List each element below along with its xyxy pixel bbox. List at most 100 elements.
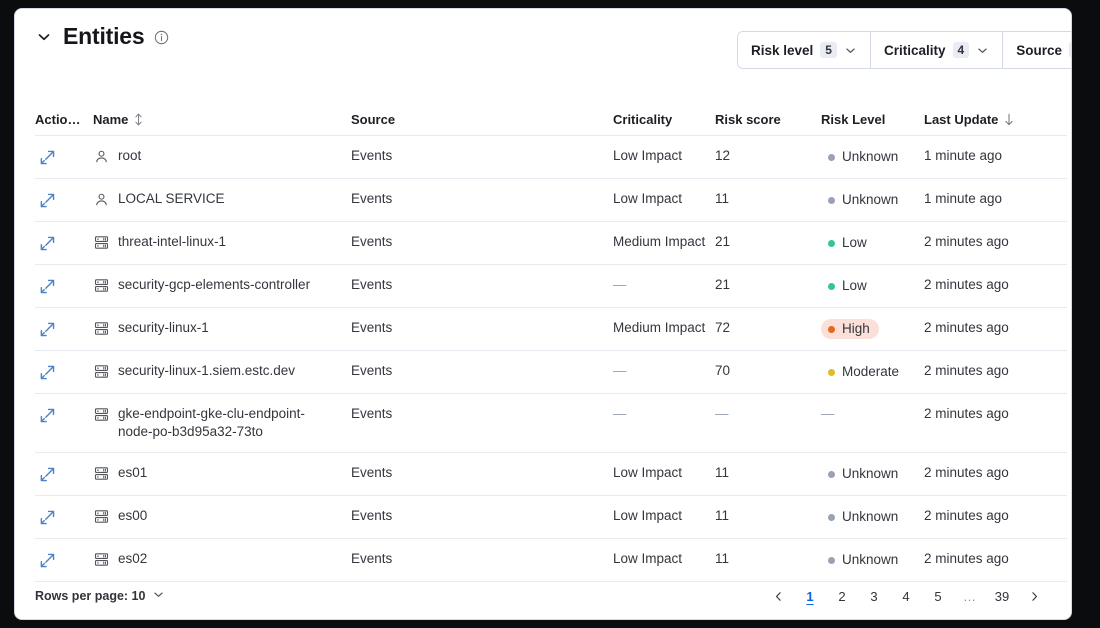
risk-level-value: — <box>821 406 835 421</box>
column-header-risk-level: Risk Level <box>821 112 924 127</box>
column-header-source: Source <box>351 112 613 127</box>
risk-level-value: Low <box>842 235 867 250</box>
entity-name-label: root <box>118 148 142 163</box>
risk-level-dot-icon <box>828 196 835 204</box>
table-row[interactable]: security-linux-1.siem.estc.dev Events — 70 M… <box>35 350 1067 393</box>
column-header-criticality: Criticality <box>613 112 715 127</box>
pagination-page-39[interactable]: 39 <box>994 588 1010 604</box>
entity-name-cell[interactable]: gke-endpoint-gke-clu-endpoint-node-po-b3… <box>93 405 351 441</box>
source-cell: Events <box>351 277 393 292</box>
row-actions <box>35 550 93 570</box>
risk-score-cell: 11 <box>715 191 730 206</box>
risk-level-dot-icon <box>828 470 835 478</box>
last-update-cell: 2 minutes ago <box>924 234 1009 249</box>
entity-name-cell[interactable]: es02 <box>93 550 351 568</box>
pagination-page-5[interactable]: 5 <box>934 588 942 604</box>
expand-icon[interactable] <box>37 362 57 382</box>
last-update-cell: 2 minutes ago <box>924 320 1009 335</box>
column-label: Last Update <box>924 111 999 127</box>
panel-header: Entities Risk level 5 <box>15 9 1071 75</box>
entity-name-cell[interactable]: root <box>93 147 351 165</box>
column-label: Risk Level <box>821 111 886 127</box>
risk-level-dot-icon <box>828 282 835 290</box>
table-row[interactable]: root Events Low Impact 12 Unknown 1 minute ag… <box>35 135 1067 178</box>
source-cell: Events <box>351 191 393 206</box>
entity-name-cell[interactable]: threat-intel-linux-1 <box>93 233 351 251</box>
table-row[interactable]: security-gcp-elements-controller Events — 2… <box>35 264 1067 307</box>
entity-name-label: security-linux-1 <box>118 320 209 335</box>
column-header-last-update[interactable]: Last Update <box>924 112 1064 127</box>
entity-name-label: es01 <box>118 465 148 480</box>
entity-name-cell[interactable]: security-gcp-elements-controller <box>93 276 351 294</box>
pagination-page-3[interactable]: 3 <box>870 588 878 604</box>
pagination-page-1[interactable]: 1 <box>806 588 814 604</box>
status-badge: Unknown <box>821 147 907 167</box>
table-row[interactable]: LOCAL SERVICE Events Low Impact 11 Unknown 1 … <box>35 178 1067 221</box>
table-row[interactable]: security-linux-1 Events Medium Impact 72 Hig… <box>35 307 1067 350</box>
status-badge: Unknown <box>821 507 907 527</box>
pagination-page-4[interactable]: 4 <box>902 588 910 604</box>
host-icon <box>93 277 109 293</box>
risk-level-dot-icon <box>828 325 835 333</box>
row-actions <box>35 362 93 382</box>
expand-icon[interactable] <box>37 550 57 570</box>
criticality-cell: Low Impact <box>613 465 683 480</box>
entity-name-cell[interactable]: LOCAL SERVICE <box>93 190 351 208</box>
filter-risk-level[interactable]: Risk level 5 <box>738 32 871 68</box>
risk-level-cell: High <box>821 319 924 339</box>
entities-panel: Entities Risk level 5 <box>14 8 1072 620</box>
entity-name-cell[interactable]: security-linux-1 <box>93 319 351 337</box>
table-row[interactable]: es00 Events Low Impact 11 Unknown 2 minutes a… <box>35 495 1067 538</box>
filter-source[interactable]: Source 3 <box>1003 32 1071 68</box>
host-icon <box>93 508 109 524</box>
filter-count-badge: 3 <box>1068 42 1071 58</box>
row-actions <box>35 276 93 296</box>
last-update-cell: 1 minute ago <box>924 148 1003 163</box>
expand-icon[interactable] <box>37 276 57 296</box>
entity-name-label: security-gcp-elements-controller <box>118 277 311 292</box>
info-circle-icon[interactable] <box>154 30 169 45</box>
entity-name-label: LOCAL SERVICE <box>118 191 225 206</box>
table-row[interactable]: es02 Events Low Impact 11 Unknown 2 minutes a… <box>35 538 1067 582</box>
host-icon <box>93 465 109 481</box>
risk-level-value: Unknown <box>842 552 899 567</box>
entity-name-cell[interactable]: es00 <box>93 507 351 525</box>
entity-name-label: security-linux-1.siem.estc.dev <box>118 363 296 378</box>
entity-name-cell[interactable]: security-linux-1.siem.estc.dev <box>93 362 351 380</box>
chevron-right-icon[interactable] <box>1019 585 1049 607</box>
source-cell: Events <box>351 551 393 566</box>
column-header-name[interactable]: Name <box>93 112 351 127</box>
rows-per-page-selector[interactable]: Rows per page: 10 <box>35 588 165 604</box>
filter-label: Risk level <box>751 42 814 58</box>
column-label: Actio… <box>35 111 81 127</box>
risk-level-value: Unknown <box>842 192 899 207</box>
column-label: Source <box>351 111 396 127</box>
pagination-page-2[interactable]: 2 <box>838 588 846 604</box>
filter-label: Source <box>1016 42 1062 58</box>
source-cell: Events <box>351 148 393 163</box>
risk-level-value: Unknown <box>842 466 899 481</box>
chevron-down-icon <box>976 44 989 57</box>
expand-icon[interactable] <box>37 507 57 527</box>
chevron-down-icon <box>844 44 857 57</box>
status-badge: Moderate <box>821 362 908 382</box>
expand-icon[interactable] <box>37 190 57 210</box>
source-cell: Events <box>351 363 393 378</box>
expand-icon[interactable] <box>37 405 57 425</box>
table-row[interactable]: threat-intel-linux-1 Events Medium Impact 2… <box>35 221 1067 264</box>
table-row[interactable]: es01 Events Low Impact 11 Unknown 2 minutes a… <box>35 452 1067 495</box>
criticality-cell: Medium Impact <box>613 320 706 335</box>
expand-icon[interactable] <box>37 319 57 339</box>
chevron-left-icon[interactable] <box>763 585 793 607</box>
expand-icon[interactable] <box>37 233 57 253</box>
filter-criticality[interactable]: Criticality 4 <box>870 32 1004 68</box>
entity-name-cell[interactable]: es01 <box>93 464 351 482</box>
criticality-cell: — <box>613 363 627 378</box>
expand-icon[interactable] <box>37 464 57 484</box>
sort-desc-icon <box>1003 113 1015 126</box>
expand-icon[interactable] <box>37 147 57 167</box>
host-icon <box>93 406 109 422</box>
table-row[interactable]: gke-endpoint-gke-clu-endpoint-node-po-b3… <box>35 393 1067 452</box>
chevron-down-icon[interactable] <box>35 28 53 46</box>
risk-score-cell: 11 <box>715 551 730 566</box>
